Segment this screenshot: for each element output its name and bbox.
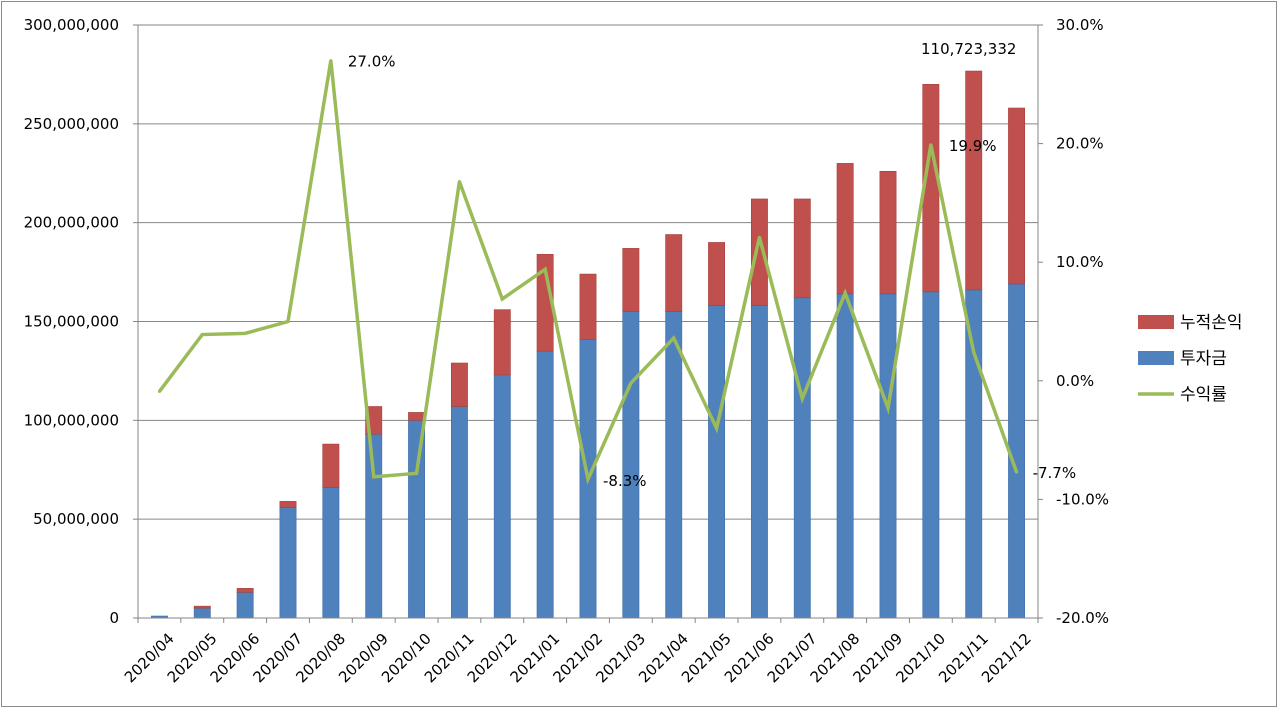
return-rate-point [629,381,633,385]
investment-bar [408,420,426,619]
return-rate-point [586,477,590,481]
cumulative-pnl-bar [665,234,683,312]
cumulative-pnl-bar [236,588,254,593]
return-line [157,59,1019,485]
right-axis-tick-label: 20.0% [1056,135,1104,153]
cumulative-pnl-bar [622,248,640,312]
cumulative-pnl-bar [450,362,468,407]
data-label: -8.3% [603,472,647,490]
investment-bar [493,374,511,619]
cumulative-pnl-bar [579,273,597,340]
return-rate-point [800,397,804,401]
return-rate-point [286,320,290,323]
cumulative-pnl-bar [965,70,983,291]
left-axis-tick-label: 300,000,000 [24,16,119,34]
legend-swatch [1138,315,1174,329]
investment-bar [622,311,640,619]
cumulative-pnl-bar [493,309,511,376]
return-rate-point [929,143,933,147]
cumulative-pnl-bar [879,170,897,295]
legend-label: 투자금 [1180,349,1227,369]
right-axis-tick-label: 30.0% [1056,16,1104,34]
right-axis-tick-label: 0.0% [1056,372,1094,390]
cumulative-pnl-bar [1008,107,1026,285]
left-axis-tick-label: 0 [109,609,119,627]
cumulative-pnl-bar [750,198,768,306]
return-rate-point [457,180,461,184]
investment-bar [193,607,211,619]
return-rate-point [715,426,719,430]
return-rate-point [757,235,761,239]
investment-bar [836,293,854,619]
left-axis-tick-label: 200,000,000 [24,214,119,232]
cumulative-pnl-bar [836,163,854,295]
investment-bar [279,507,297,619]
return-rate-point [543,267,547,271]
investment-bar [708,305,726,619]
investment-bar [1008,283,1026,619]
bars [150,70,1026,619]
legend-label: 누적손익 [1180,313,1243,333]
investment-bar [922,291,940,619]
investment-bar [665,311,683,619]
return-rate-point [972,350,976,354]
annotations: 27.0% -8.3% 19.9% -7.7% 110,723,332 [348,40,1076,490]
axes: 0 50,000,000 100,000,000 150,000,000 200,000… [24,16,1110,686]
investment-bar [536,350,554,619]
right-axis-tick-label: 10.0% [1056,253,1104,271]
left-axis-tick-label: 50,000,000 [33,510,119,528]
investment-bar [236,592,254,619]
left-axis-tick-label: 150,000,000 [24,313,119,331]
return-rate-point [372,475,376,479]
cumulative-pnl-bar [708,242,726,306]
return-rate-point [329,59,333,63]
investment-bar [750,305,768,619]
investment-bar [322,487,340,619]
return-rate-point [243,331,247,335]
left-axis-tick-label: 100,000,000 [24,411,119,429]
return-rate-point [886,406,890,410]
left-axis-tick-label: 250,000,000 [24,115,119,133]
data-label: -7.7% [1033,464,1077,482]
return-rate-point [1015,470,1019,474]
cumulative-pnl-bar [279,501,297,508]
cumulative-pnl-bar [408,412,426,421]
investment-bar [450,406,468,619]
cumulative-pnl-bar [793,198,811,299]
investment-bar [965,289,983,619]
return-rate-point [415,471,419,475]
investment-bar [793,297,811,619]
data-label: 19.9% [949,137,997,155]
cumulative-pnl-bar [193,605,211,609]
return-rate-point [672,336,676,340]
return-rate-point [500,297,504,301]
right-axis-tick-label: -20.0% [1056,609,1109,627]
legend-swatch [1138,351,1174,365]
right-axis-tick-label: -10.0% [1056,490,1109,508]
data-label: 110,723,332 [921,40,1016,58]
cumulative-pnl-bar [322,443,340,488]
return-rate-point [843,291,847,295]
data-label: 27.0% [348,53,396,71]
investment-bar [879,293,897,619]
return-rate-point [200,333,204,337]
legend-label: 수익률 [1180,385,1227,405]
return-rate-point [157,389,161,393]
